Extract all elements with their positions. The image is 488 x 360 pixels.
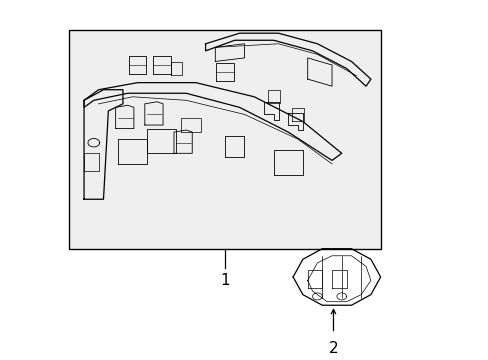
Bar — [69, 30, 380, 249]
Text: 1: 1 — [220, 274, 229, 288]
Text: 2: 2 — [328, 341, 338, 356]
